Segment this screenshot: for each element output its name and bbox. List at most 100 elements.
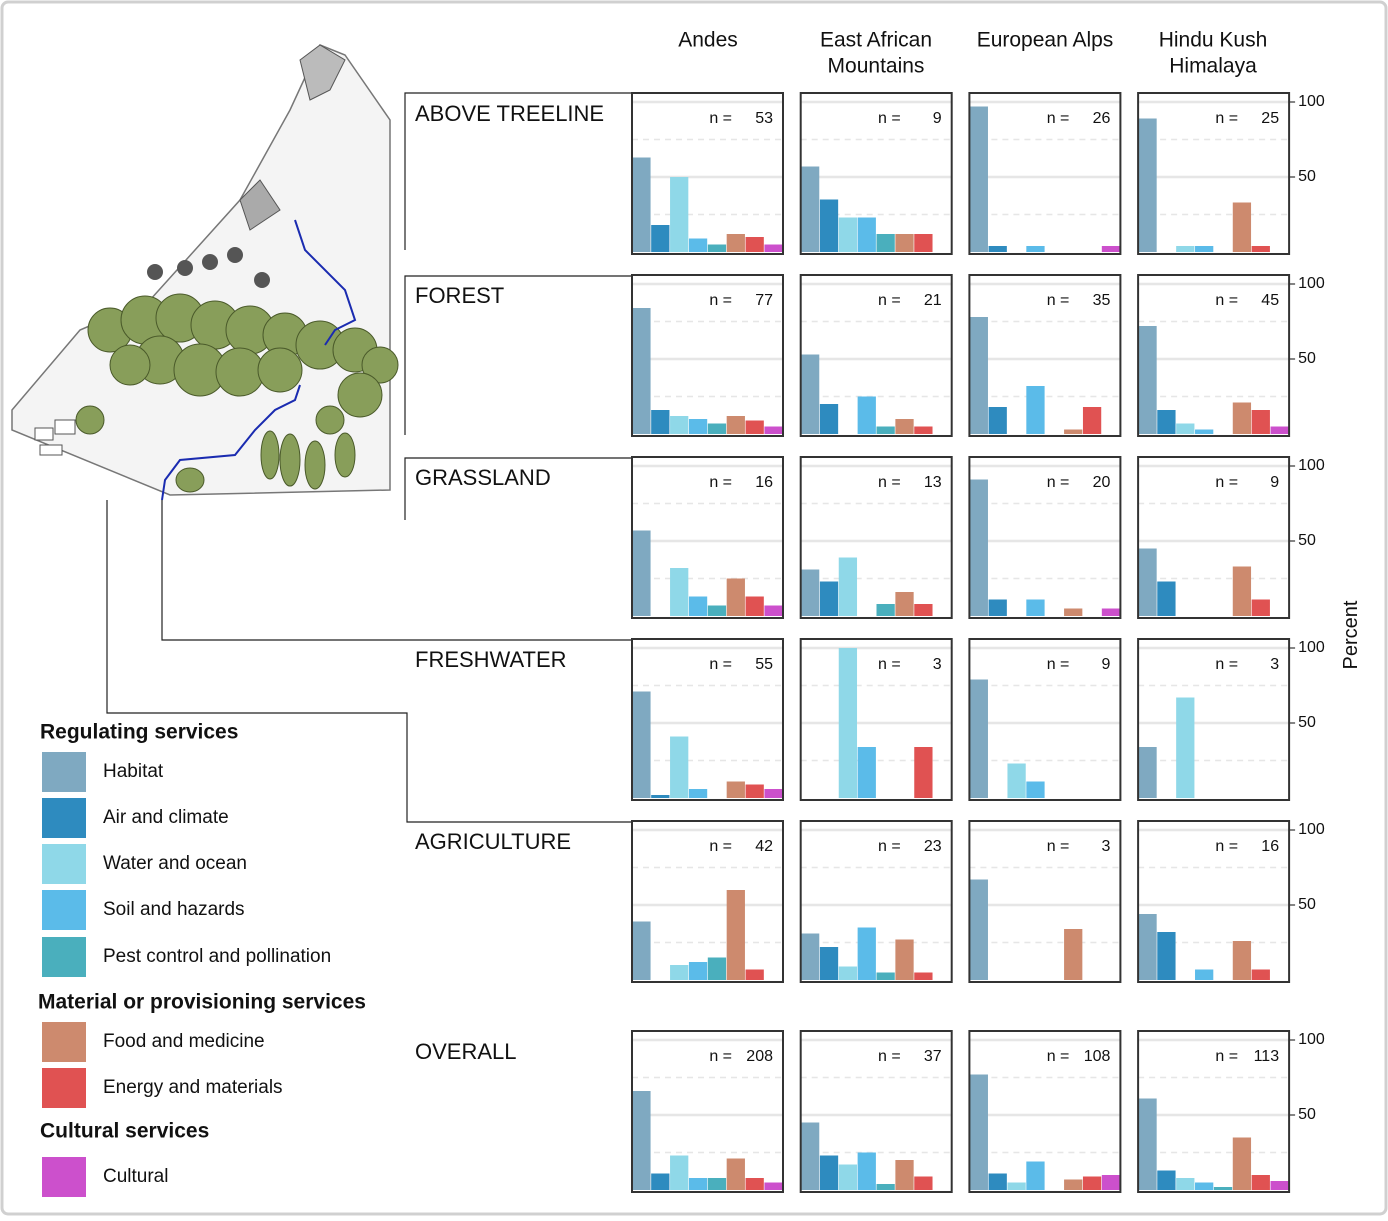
n-value: 23 (924, 838, 942, 855)
bar (1101, 1175, 1121, 1190)
panel-border (1137, 92, 1291, 255)
bar (632, 1091, 651, 1190)
panel-border (1137, 820, 1291, 983)
n-prefix: n = (709, 1048, 732, 1065)
panel-border (1137, 456, 1291, 619)
n-value: 20 (1093, 474, 1111, 491)
bar (1157, 410, 1176, 434)
row-label: OVERALL (415, 1039, 517, 1064)
bar (1251, 410, 1270, 434)
bar (632, 308, 651, 434)
bar (895, 234, 914, 252)
panel-border (968, 1030, 1122, 1193)
panel-background (1138, 93, 1290, 254)
bar (914, 972, 933, 980)
bar (1138, 1098, 1157, 1190)
panel-background (632, 821, 783, 982)
y-tick-label: 50 (1298, 896, 1316, 913)
row-label: ABOVE TREELINE (415, 101, 604, 126)
n-value: 77 (755, 292, 773, 309)
n-prefix: n = (709, 110, 732, 127)
bar (876, 426, 895, 434)
n-prefix: n = (1047, 1048, 1070, 1065)
bar (651, 795, 670, 798)
bar (1232, 1137, 1252, 1190)
bar (876, 1184, 895, 1190)
n-prefix: n = (878, 292, 901, 309)
bar (670, 965, 689, 980)
legend-group-title: Regulating services (40, 721, 238, 744)
bar (1064, 1179, 1083, 1190)
n-prefix: n = (1047, 110, 1070, 127)
y-tick-label: 50 (1298, 168, 1316, 185)
bar (857, 217, 876, 252)
n-prefix: n = (709, 474, 732, 491)
bar (707, 244, 727, 252)
n-value: 9 (1101, 656, 1110, 673)
bar (969, 106, 988, 252)
bar (1007, 763, 1026, 798)
y-axis-label: Percent (1340, 600, 1362, 669)
bar (745, 784, 764, 798)
n-value: 9 (933, 110, 942, 127)
bar (876, 234, 895, 252)
bar (1176, 1178, 1195, 1190)
n-value: 13 (924, 474, 942, 491)
bar (1007, 1182, 1026, 1190)
n-prefix: n = (1047, 474, 1070, 491)
legend-label: Water and ocean (103, 853, 247, 874)
bar (632, 157, 651, 252)
bar (688, 419, 708, 434)
bar (1082, 1176, 1102, 1190)
bar (1138, 914, 1157, 980)
bar (707, 423, 727, 434)
bar (895, 1160, 914, 1190)
bar (914, 747, 933, 798)
bar (801, 166, 820, 252)
panel-border (631, 1030, 784, 1193)
y-tick-label: 100 (1298, 275, 1325, 292)
panel-border (799, 820, 953, 983)
panel-border (799, 456, 953, 619)
n-value: 208 (746, 1048, 773, 1065)
panel-background (632, 639, 783, 800)
bar (914, 426, 933, 434)
n-value: 53 (755, 110, 773, 127)
bar (1101, 608, 1121, 616)
bar (1232, 941, 1252, 980)
bar (1026, 1161, 1045, 1190)
n-prefix: n = (878, 838, 901, 855)
bar (726, 781, 745, 798)
bar (670, 416, 689, 434)
bar (914, 1176, 933, 1190)
bar (1138, 747, 1157, 798)
legend-swatch (42, 1157, 86, 1197)
bar (914, 234, 933, 252)
y-tick-label: 100 (1298, 639, 1325, 656)
bar (651, 410, 670, 434)
panel-border (799, 638, 953, 801)
bar (969, 679, 988, 798)
n-prefix: n = (878, 656, 901, 673)
bar (707, 605, 727, 616)
bar (1064, 929, 1083, 980)
bar (876, 604, 895, 616)
bar (1176, 246, 1195, 252)
bar (1026, 599, 1045, 616)
bar (764, 605, 783, 616)
bar (801, 933, 820, 980)
panel-border (968, 638, 1122, 801)
bar (1026, 246, 1045, 252)
bar (988, 246, 1007, 252)
legend-label: Energy and materials (103, 1077, 283, 1098)
legend-label: Pest control and pollination (103, 946, 331, 967)
n-prefix: n = (1215, 838, 1238, 855)
bar (1270, 426, 1289, 434)
n-value: 16 (755, 474, 773, 491)
legend-label: Food and medicine (103, 1031, 265, 1052)
bar (1064, 429, 1083, 434)
bar (1026, 386, 1045, 434)
bar (1157, 581, 1176, 616)
bar (801, 569, 820, 616)
